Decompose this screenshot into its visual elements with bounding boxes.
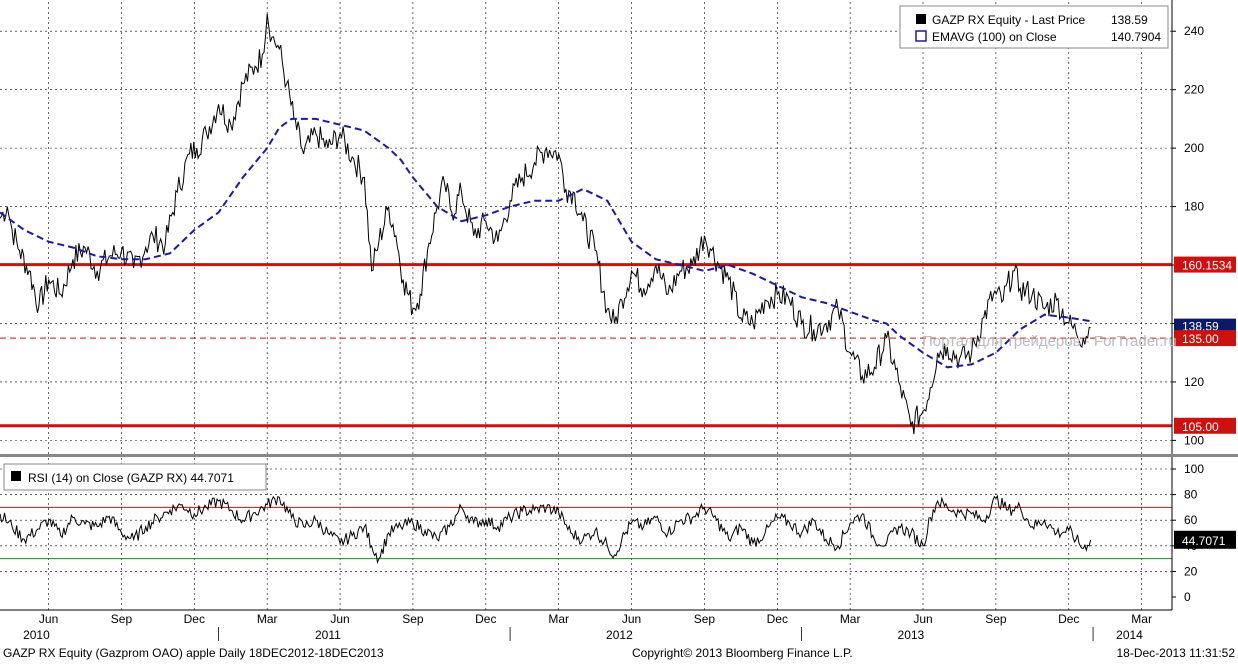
x-month-label: Mar	[1131, 612, 1152, 626]
price-ytick-label: 120	[1184, 375, 1204, 389]
rsi-value-tag-label: 44.7071	[1182, 534, 1226, 548]
x-month-label: Mar	[257, 612, 278, 626]
level-tag	[1174, 256, 1236, 273]
x-year-label: 2010	[23, 628, 50, 642]
level-tag	[1174, 417, 1236, 434]
x-month-label: Sep	[694, 612, 716, 626]
level-tag	[1174, 330, 1236, 347]
rsi-ytick-label: 0	[1184, 590, 1191, 604]
levels-layer	[0, 263, 1172, 560]
price-legend-label: GAZP RX Equity - Last Price	[932, 13, 1085, 27]
level-tag-label: 135.00	[1182, 332, 1219, 346]
panel-divider	[0, 454, 1238, 457]
rsi-series-line	[0, 494, 1092, 565]
series-layer	[0, 13, 1092, 565]
x-month-label: Jun	[330, 612, 349, 626]
footer-right: 18-Dec-2013 11:31:52	[1116, 646, 1235, 660]
price-ytick-label: 180	[1184, 200, 1204, 214]
ema-legend-value: 140.7904	[1111, 30, 1161, 44]
footer-center: Copyright© 2013 Bloomberg Finance L.P.	[632, 646, 853, 660]
x-month-label: Sep	[985, 612, 1007, 626]
x-month-label: Jun	[913, 612, 932, 626]
price-ytick-label: 240	[1184, 24, 1204, 38]
x-month-label: Jun	[622, 612, 641, 626]
rsi-legend-swatch	[11, 471, 21, 481]
x-month-label: Sep	[111, 612, 133, 626]
ema-legend-swatch	[915, 30, 927, 42]
x-month-label: Mar	[840, 612, 861, 626]
footer-left: GAZP RX Equity (Gazprom OAO) apple Daily…	[3, 646, 384, 660]
rsi-legend-box	[3, 463, 267, 491]
axes-layer: 100120140160180200220240020406080100JunS…	[0, 0, 1238, 642]
rsi-value-tag	[1174, 530, 1236, 549]
x-month-label: Mar	[548, 612, 569, 626]
x-month-label: Jun	[39, 612, 58, 626]
price-series-line	[0, 13, 1091, 435]
ema-legend-label: EMAVG (100) on Close	[932, 30, 1057, 44]
level-tag-label: 160.1534	[1182, 259, 1232, 273]
price-ytick-label: 100	[1184, 433, 1204, 447]
x-month-label: Sep	[402, 612, 424, 626]
price-legend-swatch	[916, 14, 926, 24]
price-legend-box	[899, 5, 1169, 49]
rsi-ytick-label: 60	[1184, 513, 1198, 527]
x-month-label: Dec	[767, 612, 788, 626]
x-year-label: 2012	[606, 628, 633, 642]
x-year-label: 2013	[898, 628, 925, 642]
x-month-label: Dec	[1058, 612, 1079, 626]
last-price-tag	[1174, 318, 1236, 334]
level-tag-label: 105.00	[1182, 420, 1219, 434]
watermark: Портал для трейдеров - ForTrader.ru	[922, 333, 1177, 350]
ema-series-line	[0, 117, 1091, 369]
price-ytick-label: 220	[1184, 83, 1204, 97]
rsi-ytick-label: 100	[1184, 462, 1204, 476]
price-legend-value: 138.59	[1111, 13, 1148, 27]
x-month-label: Dec	[184, 612, 205, 626]
rsi-ytick-label: 80	[1184, 488, 1198, 502]
grid-layer	[0, 2, 1172, 610]
legend-layer: GAZP RX Equity - Last Price 138.59 EMAVG…	[3, 5, 1169, 491]
rsi-ytick-label: 20	[1184, 564, 1198, 578]
x-year-label: 2011	[315, 628, 341, 642]
x-year-label: 2014	[1116, 628, 1143, 642]
rsi-legend-label: RSI (14) on Close (GAZP RX) 44.7071	[28, 471, 234, 485]
x-month-label: Dec	[475, 612, 496, 626]
price-ytick-label: 200	[1184, 141, 1204, 155]
